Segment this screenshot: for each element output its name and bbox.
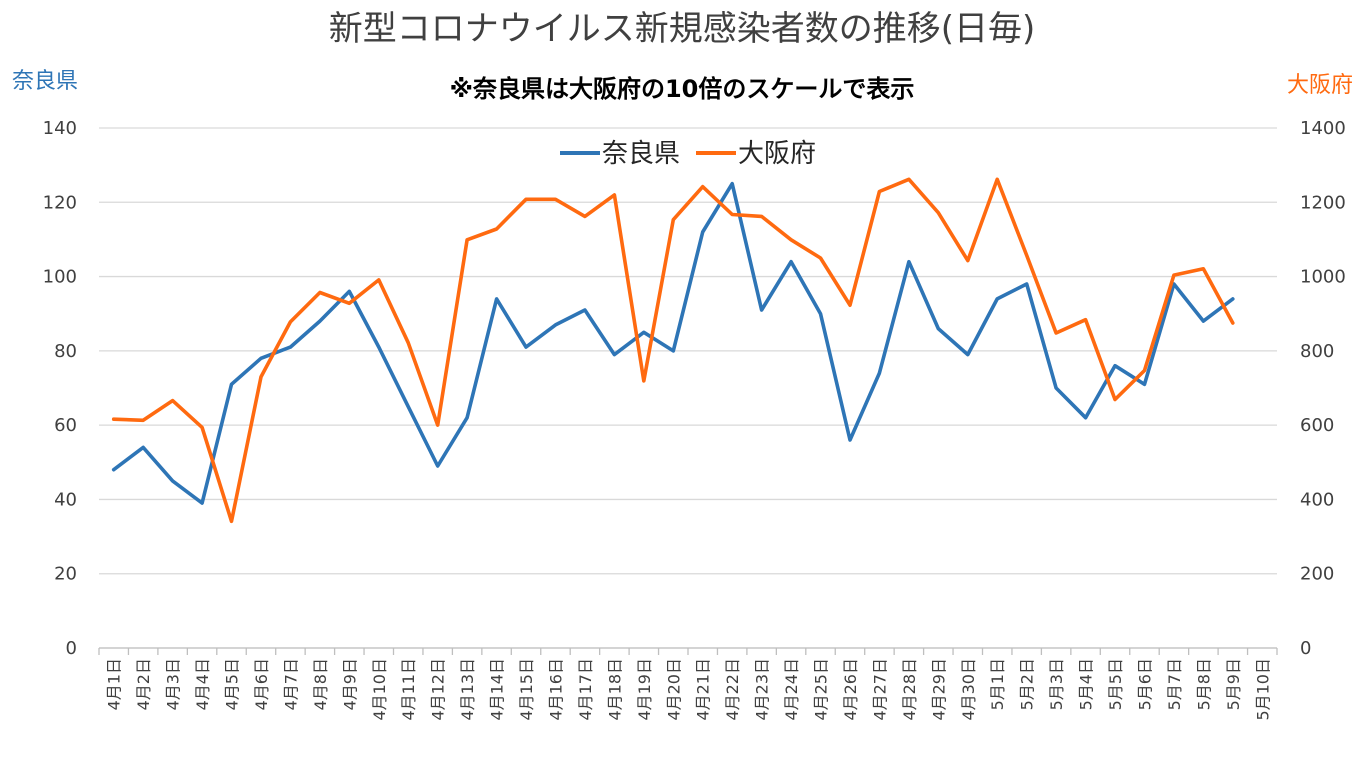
gridlines [99, 127, 1277, 649]
x-tick-label: 4月28日 [900, 658, 919, 721]
x-tick-label: 5月1日 [988, 658, 1007, 710]
x-tick-label: 4月8日 [311, 658, 330, 710]
x-tick-label: 5月4日 [1077, 658, 1096, 710]
x-tick-label: 4月27日 [870, 658, 889, 721]
x-tick-label: 4月16日 [546, 658, 565, 721]
x-tick-label: 5月5日 [1106, 658, 1125, 710]
x-tick-label: 4月10日 [370, 658, 389, 721]
chart-subtitle: ※奈良県は大阪府の10倍のスケールで表示 [450, 75, 915, 103]
x-tick-label: 4月1日 [105, 658, 124, 710]
left-tick-label: 100 [43, 267, 77, 288]
x-tick-label: 4月19日 [635, 658, 654, 721]
left-axis-ticks: 0 20 40 60 80 100 120 140 [43, 118, 77, 659]
right-tick-label: 1000 [1300, 267, 1346, 288]
right-axis-title: 大阪府 [1287, 73, 1353, 98]
legend-label: 大阪府 [738, 139, 816, 169]
left-axis-title: 奈良県 [12, 69, 78, 94]
x-tick-label: 4月20日 [664, 658, 683, 721]
left-tick-label: 80 [54, 341, 77, 362]
right-axis-ticks: 0 200 400 600 800 1000 1200 1400 [1300, 118, 1346, 659]
x-tick-label: 4月15日 [517, 658, 536, 721]
x-tick-label: 4月12日 [429, 658, 448, 721]
x-tick-label: 4月18日 [605, 658, 624, 721]
x-tick-label: 4月5日 [223, 658, 242, 710]
x-tick-label: 4月26日 [841, 658, 860, 721]
chart-title: 新型コロナウイルス新規感染者数の推移(日毎) [329, 9, 1036, 49]
legend-label: 奈良県 [602, 139, 680, 169]
x-tick-label: 5月2日 [1018, 658, 1037, 710]
series-line [111, 181, 1235, 505]
x-tick-label: 4月7日 [281, 658, 300, 710]
x-tick-label: 5月7日 [1165, 658, 1184, 710]
x-axis-ticks: 4月1日 4月2日 4月3日 4月4日 4月5日 4月6日 4月7日 4月8日 4月9日 4月10… [98, 647, 1278, 721]
left-tick-label: 20 [54, 564, 77, 585]
right-tick-label: 400 [1300, 489, 1334, 510]
x-tick-label: 5月3日 [1047, 658, 1066, 710]
x-tick-label: 4月29日 [929, 658, 948, 721]
right-tick-label: 600 [1300, 415, 1334, 436]
x-tick-label: 5月9日 [1224, 658, 1243, 710]
x-tick-label: 5月10日 [1253, 658, 1272, 721]
x-tick-label: 5月8日 [1194, 658, 1213, 710]
x-tick-label: 4月21日 [694, 658, 713, 721]
right-tick-label: 0 [1300, 638, 1311, 659]
x-tick-label: 4月4日 [193, 658, 212, 710]
right-tick-label: 1400 [1300, 118, 1346, 139]
x-tick-label: 4月24日 [782, 658, 801, 721]
left-tick-label: 40 [54, 489, 77, 510]
right-tick-label: 200 [1300, 564, 1334, 585]
x-tick-label: 4月6日 [252, 658, 271, 710]
x-tick-label: 4月2日 [134, 658, 153, 710]
legend: 奈良県 大阪府 [560, 139, 816, 169]
x-tick-label: 4月14日 [488, 658, 507, 721]
left-tick-label: 140 [43, 118, 77, 139]
x-tick-label: 4月23日 [753, 658, 772, 721]
x-tick-label: 4月3日 [164, 658, 183, 710]
x-tick-label: 4月30日 [959, 658, 978, 721]
right-tick-label: 1200 [1300, 192, 1346, 213]
x-tick-label: 4月11日 [399, 658, 418, 721]
series-lines [111, 177, 1235, 524]
right-tick-label: 800 [1300, 341, 1334, 362]
x-tick-label: 4月25日 [812, 658, 831, 721]
left-tick-label: 0 [66, 638, 77, 659]
left-tick-label: 120 [43, 192, 77, 213]
x-tick-label: 4月22日 [723, 658, 742, 721]
x-tick-label: 5月6日 [1135, 658, 1154, 710]
x-tick-label: 4月17日 [576, 658, 595, 721]
x-tick-label: 4月13日 [458, 658, 477, 721]
x-tick-label: 4月9日 [340, 658, 359, 710]
left-tick-label: 60 [54, 415, 77, 436]
